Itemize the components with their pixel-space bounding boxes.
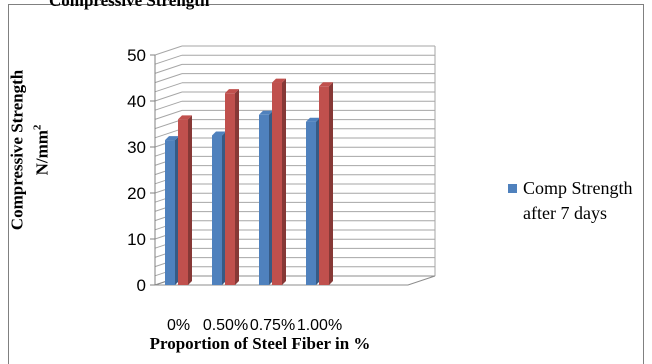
floor (154, 275, 436, 286)
x-axis-label: Proportion of Steel Fiber in % (149, 334, 371, 353)
bar-top (319, 82, 333, 87)
y-tick-label: 40 (127, 92, 146, 111)
gridline-side (154, 91, 183, 102)
gridline-side (154, 45, 183, 56)
y-axis-label-line2: N/mm (32, 130, 52, 176)
y-axis-label-sup: 2 (31, 124, 44, 131)
bar (178, 119, 188, 286)
bar-top (178, 115, 192, 120)
y-tick-label: 50 (127, 46, 146, 65)
gridline-side (154, 119, 183, 130)
y-tick-label: 0 (137, 276, 146, 295)
bar-top (165, 136, 179, 141)
bar-side (235, 89, 239, 286)
gridline-side (154, 73, 183, 84)
bar (165, 140, 175, 285)
x-tick-label: 0.50% (203, 317, 248, 334)
bar (225, 93, 235, 286)
x-tick-label: 1.00% (297, 317, 342, 334)
bar-top (259, 110, 273, 115)
y-axis-label-line1: Compressive Strength (7, 69, 27, 231)
y-tick-label: 30 (127, 138, 146, 157)
legend-label: Comp Strength after 7 days (523, 178, 633, 223)
bar (319, 86, 329, 285)
gridline-side (154, 128, 183, 139)
gridline-side (154, 63, 183, 74)
bar-top (306, 117, 320, 122)
legend-swatch-blue (508, 184, 517, 193)
bar-top (272, 78, 286, 83)
x-tick-label: 0% (167, 317, 190, 334)
bar-side (188, 115, 192, 286)
bar-side (282, 78, 286, 285)
y-tick-label: 10 (127, 230, 146, 249)
bar-side (329, 82, 333, 285)
gridline-side (154, 54, 183, 65)
chart-frame: Compressive Strength (8, 0, 644, 364)
bar (272, 82, 282, 285)
bar (212, 135, 222, 285)
y-tick-label: 20 (127, 184, 146, 203)
chart-title-fragment: Compressive Strength (49, 0, 210, 10)
x-tick-label: 0.75% (250, 317, 295, 334)
gridline-side (154, 109, 183, 120)
bar-top (225, 89, 239, 94)
gridline-side (154, 100, 183, 111)
bar (259, 114, 269, 285)
bar-top (212, 131, 226, 136)
y-axis-label: Compressive Strength N/mm2 (8, 70, 53, 230)
bar (306, 121, 316, 285)
gridline-side (154, 82, 183, 93)
